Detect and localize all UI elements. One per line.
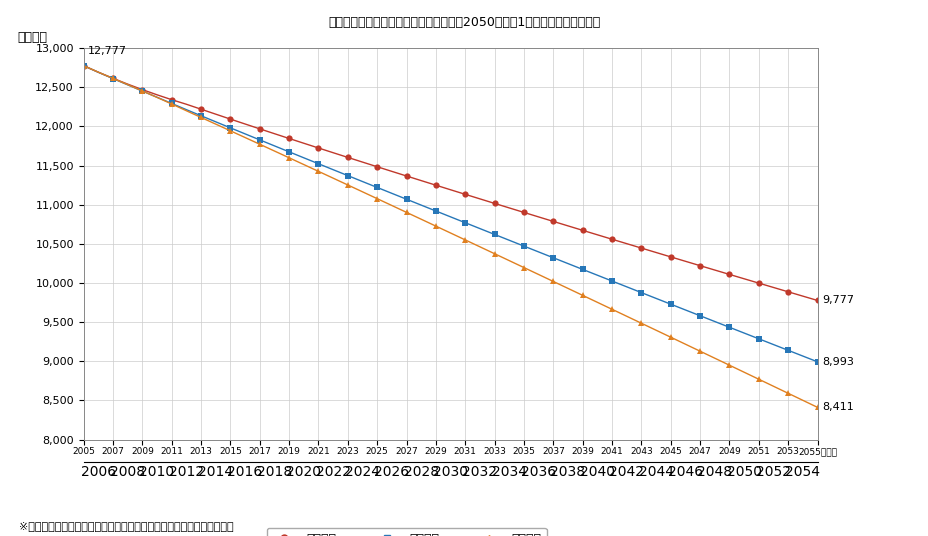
Text: 8,411: 8,411 [821, 403, 853, 412]
Y-axis label: （万人）: （万人） [18, 31, 47, 44]
中位推計 [313, 160, 324, 167]
Line: 高位推計: 高位推計 [81, 63, 819, 303]
低位推計 [796, 397, 807, 404]
中位推計 [78, 63, 89, 69]
中位推計 [239, 131, 251, 137]
高位推計 [313, 145, 324, 151]
低位推計 [606, 306, 617, 312]
Legend: 高位推計, 中位推計, 低位推計: 高位推計, 中位推計, 低位推計 [266, 527, 546, 536]
中位推計 [811, 359, 822, 365]
低位推計 [78, 63, 89, 69]
高位推計 [561, 222, 573, 229]
Text: 日本の総人口は、減少の一途をたどり、2050年には1億人を割り込む見通し: 日本の総人口は、減少の一途をたどり、2050年には1億人を割り込む見通し [328, 16, 600, 29]
中位推計 [561, 260, 573, 267]
中位推計 [298, 154, 309, 161]
低位推計 [313, 168, 324, 175]
Text: ※　死亡中位推計のうち出産高位・中位・低位推計の値をそれぞれ掲載: ※ 死亡中位推計のうち出産高位・中位・低位推計の値をそれぞれ掲載 [19, 520, 233, 531]
低位推計 [239, 135, 251, 141]
低位推計 [811, 404, 822, 411]
高位推計 [239, 121, 251, 127]
低位推計 [561, 285, 573, 292]
高位推計 [298, 140, 309, 146]
高位推計 [606, 236, 617, 242]
高位推計 [78, 63, 89, 69]
低位推計 [298, 161, 309, 168]
高位推計 [796, 293, 807, 299]
Text: 8,993: 8,993 [821, 357, 853, 367]
Line: 中位推計: 中位推計 [81, 63, 819, 365]
中位推計 [606, 278, 617, 284]
Text: 12,777: 12,777 [88, 46, 127, 56]
Text: 9,777: 9,777 [821, 295, 853, 306]
Line: 低位推計: 低位推計 [81, 63, 819, 411]
高位推計 [811, 297, 822, 304]
中位推計 [796, 353, 807, 359]
